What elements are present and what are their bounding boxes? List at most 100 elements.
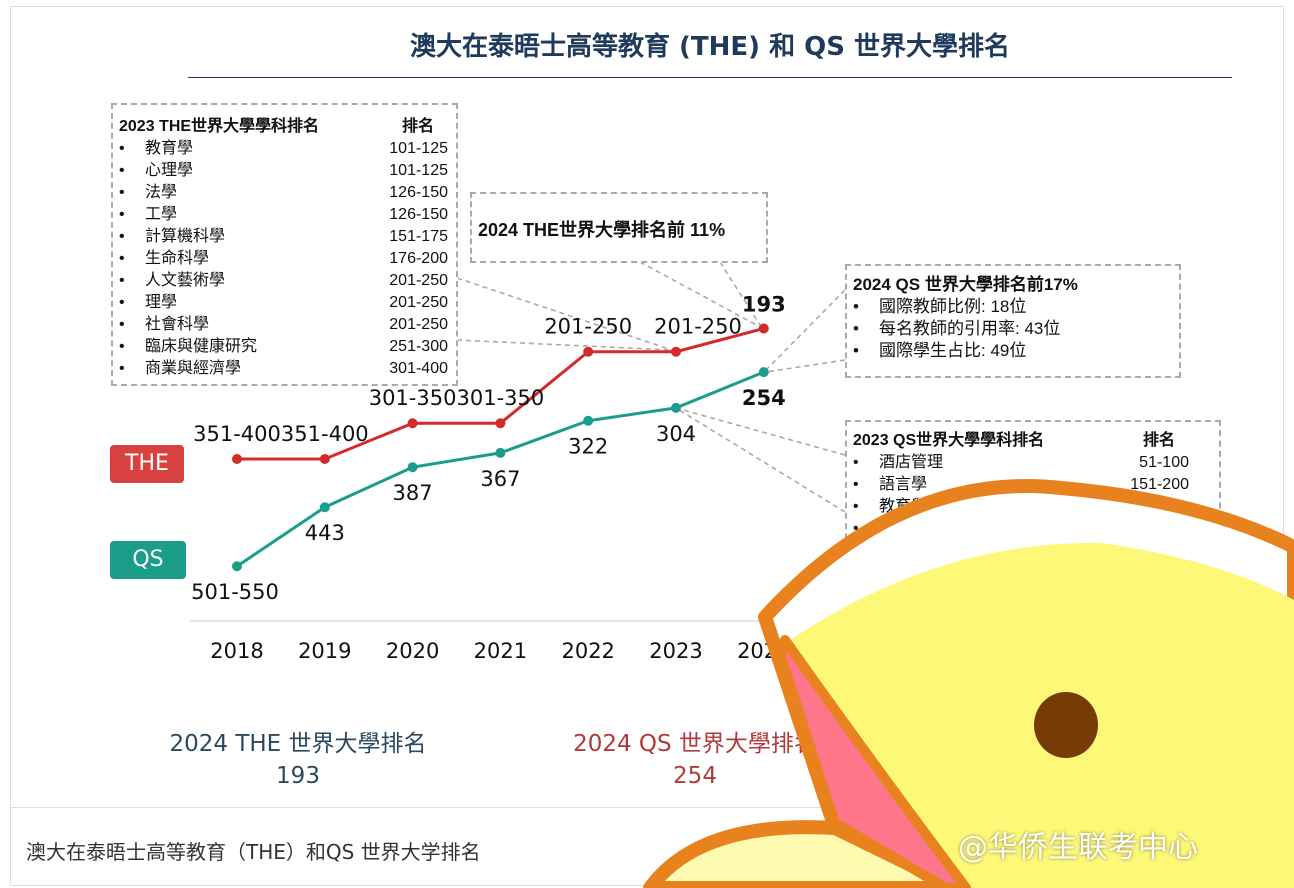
- subject-rank: 126-150: [389, 184, 448, 201]
- subject-row: • 語言學 151-200: [853, 474, 1189, 496]
- bottom-qs-label: 2024 QS 世界大學排名: [573, 731, 817, 757]
- data-point-the: [319, 453, 330, 464]
- subject-row: • 理學 201-250: [119, 292, 448, 314]
- bottom-qs: 2024 QS 世界大學排名 254: [545, 728, 845, 792]
- the-subjects-box: 2023 THE世界大學學科排名 排名 • 教育學 101-125 • 心理學 101-12…: [111, 103, 458, 386]
- callout-leader-line: [765, 289, 846, 371]
- bullet: •: [119, 162, 125, 179]
- subject-rank: 301-400: [389, 360, 448, 377]
- the-rank-header: 排名: [401, 118, 434, 135]
- subject-name: 生命科學: [145, 250, 210, 267]
- subject-rank: 201-250: [389, 316, 448, 333]
- data-label-qs: 322: [568, 435, 608, 459]
- bottom-the-value: 193: [276, 763, 320, 789]
- bullet: •: [119, 228, 125, 245]
- data-point-the: [671, 346, 681, 357]
- subject-rank: 151-200: [1130, 476, 1189, 493]
- subject-name: 臨床與健康研究: [145, 338, 258, 355]
- data-label-the: 193: [742, 292, 786, 316]
- subject-row: • 工學 126-150: [119, 204, 448, 226]
- data-label-qs: 367: [480, 467, 520, 491]
- title-divider: [188, 77, 1232, 78]
- bullet: •: [119, 272, 125, 289]
- qs-callout-item: • 每名教師的引用率: 43位: [853, 318, 1173, 340]
- bullet: •: [119, 206, 125, 223]
- data-point-qs: [232, 561, 242, 572]
- subject-rank: 51-100: [1139, 454, 1189, 471]
- bullet: •: [119, 294, 125, 311]
- subject-name: 理學: [145, 294, 178, 311]
- chick-body: [643, 820, 965, 888]
- subject-name: 語言學: [879, 476, 928, 493]
- callout-leader-line: [675, 407, 846, 513]
- subject-row: • 社會科學 201-250: [119, 314, 448, 336]
- bullet: •: [119, 184, 125, 201]
- qs-callout-text: 國際學生占比: 49位: [879, 341, 1027, 360]
- data-label-qs: 304: [656, 422, 696, 446]
- data-point-qs: [671, 402, 681, 413]
- subject-row: • 人文藝術學 201-250: [119, 270, 448, 292]
- subject-rank: 201-250: [389, 294, 448, 311]
- subject-rank: 101-125: [389, 140, 448, 157]
- x-tick-label: 2020: [386, 639, 439, 663]
- subject-name: 教育學: [145, 140, 194, 157]
- qs-rank-header: 排名: [1142, 432, 1175, 449]
- subject-rank: 251-300: [389, 338, 448, 355]
- data-point-qs: [495, 447, 506, 458]
- subject-row: • 酒店管理 51-100: [853, 452, 1189, 474]
- x-tick-label: 2018: [210, 639, 263, 663]
- bottom-qs-value: 254: [673, 763, 717, 789]
- data-point-the: [495, 418, 506, 429]
- bullet: •: [853, 454, 859, 471]
- bullet: •: [119, 250, 125, 267]
- caption-divider: [10, 807, 1284, 808]
- subject-name: 心理學: [145, 162, 194, 179]
- subject-rank: 126-150: [389, 206, 448, 223]
- subject-row: • 心理學 101-125: [119, 160, 448, 182]
- callout-leader-line: [675, 407, 846, 456]
- subject-rank: 201-250: [389, 272, 448, 289]
- subject-name: 酒店管理: [879, 454, 944, 471]
- qs-callout-header: 2024 QS 世界大學排名前17%: [853, 275, 1078, 294]
- callout-leader-line: [719, 261, 763, 329]
- legend-qs: QS: [110, 541, 186, 579]
- data-point-qs: [758, 367, 769, 378]
- subject-row: • 法學 126-150: [119, 182, 448, 204]
- subject-row: • 生命科學 176-200: [119, 248, 448, 270]
- data-point-the: [583, 346, 594, 357]
- subject-rank: 151-175: [389, 228, 448, 245]
- data-label-the: 351-400: [193, 422, 281, 446]
- data-label-the: 201-250: [544, 315, 632, 339]
- subject-name: 人文藝術學: [145, 272, 226, 289]
- bullet: •: [119, 360, 125, 377]
- bullet: •: [853, 341, 859, 360]
- data-point-qs: [583, 415, 594, 426]
- bullet: •: [853, 498, 859, 515]
- callout-leader-line: [456, 277, 673, 351]
- x-tick-label: 2022: [561, 639, 614, 663]
- qs-callout-item: • 國際教師比例: 18位: [853, 296, 1173, 318]
- bottom-the-label: 2024 THE 世界大學排名: [169, 731, 427, 757]
- data-label-the: 351-400: [281, 422, 369, 446]
- qs-callout-text: 國際教師比例: 18位: [879, 297, 1027, 316]
- bullet: •: [853, 297, 859, 316]
- bottom-the: 2024 THE 世界大學排名 193: [148, 728, 448, 792]
- data-label-qs: 501-550: [191, 580, 279, 604]
- subject-row: • 教育學 101-125: [119, 138, 448, 160]
- data-point-the: [407, 418, 418, 429]
- bullet: •: [853, 476, 859, 493]
- watermark: @华侨生联考中心: [958, 830, 1198, 865]
- bullet: •: [853, 520, 859, 537]
- data-label-the: 301-350: [369, 386, 457, 410]
- x-tick-label: 2023: [649, 639, 702, 663]
- subject-row: • 計算機科學 151-175: [119, 226, 448, 248]
- qs-callout-item: • 國際學生占比: 49位: [853, 340, 1173, 362]
- legend-the: THE: [110, 445, 184, 483]
- subject-name: 計算機科學: [145, 228, 226, 245]
- subject-name: 社會科學: [145, 316, 210, 333]
- subject-name: 法學: [145, 184, 178, 201]
- x-tick-label: 2019: [298, 639, 351, 663]
- bullet: •: [119, 316, 125, 333]
